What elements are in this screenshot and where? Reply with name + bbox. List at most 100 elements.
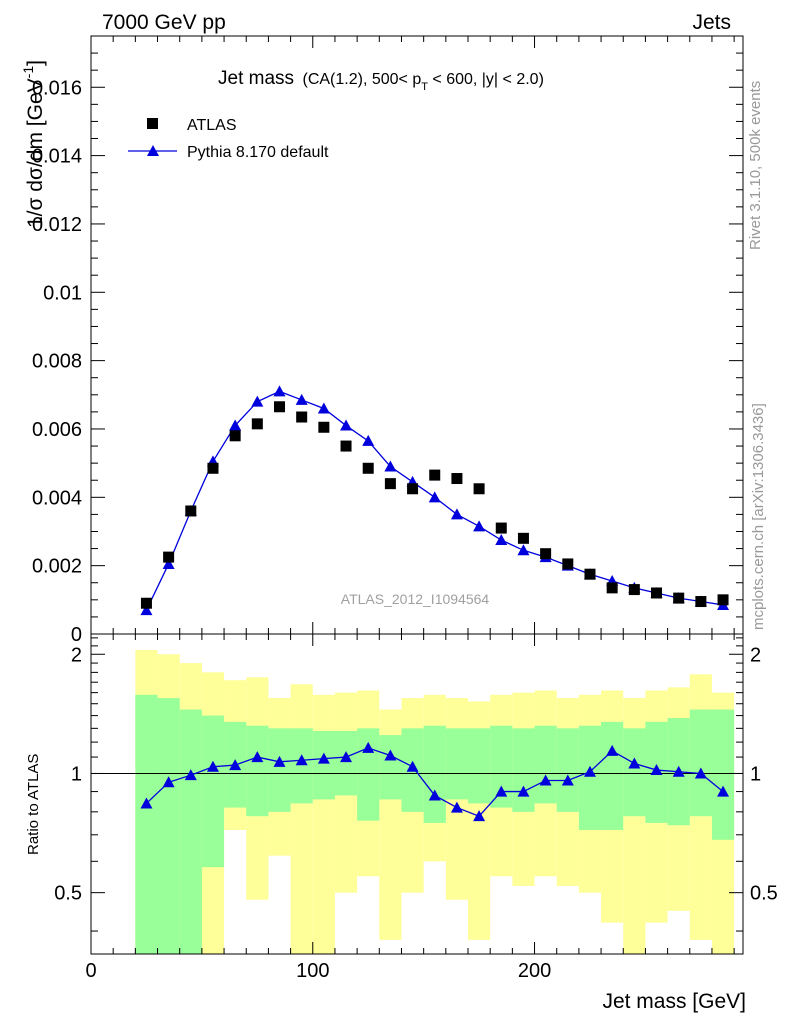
ratio-y-tick-label: 1 — [71, 763, 82, 785]
atlas-point — [318, 421, 330, 433]
ratio-inner-band-bin — [268, 728, 291, 812]
ratio-y-tick-label-right: 2 — [750, 644, 761, 666]
ratio-inner-band-bin — [512, 728, 535, 812]
atlas-point — [628, 584, 640, 596]
ratio-pythia-point — [317, 752, 330, 764]
atlas-point — [163, 551, 175, 563]
pythia-point — [473, 520, 486, 532]
x-axis-label: Jet mass [GeV] — [602, 990, 746, 1013]
main-y-tick-label: 0.014 — [32, 146, 82, 168]
header-process-label: Jets — [692, 11, 731, 34]
plot-title-cuts-end: < 600, |y| < 2.0) — [428, 71, 544, 88]
ratio-y-ticks: 0.5 0.5 1 1 2 2 — [54, 637, 778, 932]
ratio-y-tick-label: 0.5 — [54, 883, 82, 905]
ratio-y-tick-label-right: 0.5 — [750, 883, 778, 905]
pythia-point — [273, 385, 286, 397]
legend-pythia-label: Pythia 8.170 default — [187, 144, 329, 161]
ratio-inner-band-bin — [601, 721, 624, 830]
pythia-point — [450, 508, 463, 520]
ratio-outer-band-bin — [290, 684, 313, 954]
main-data-series — [140, 385, 730, 616]
main-plot-panel: 0 0.002 0.004 0.006 0.008 0.01 0.012 0.014 0.016… — [20, 35, 744, 646]
atlas-point — [296, 411, 308, 423]
ratio-pythia-point — [473, 810, 486, 822]
pythia-point — [428, 491, 441, 503]
x-tick-label: 200 — [518, 960, 551, 982]
atlas-point — [362, 462, 374, 474]
ratio-inner-band-bin — [445, 728, 469, 800]
mcplots-reference-label: mcplots.cern.ch [arXiv:1306.3436] — [750, 403, 767, 630]
ratio-inner-band-bin — [711, 709, 735, 840]
x-tick-label: 0 — [85, 960, 96, 982]
ratio-pythia-point — [694, 767, 707, 779]
main-y-tick-label: 0.002 — [32, 556, 82, 578]
ratio-pythia-point — [140, 797, 153, 809]
ratio-pythia-point — [517, 785, 530, 797]
ratio-y-axis-label: Ratio to ATLAS — [25, 754, 42, 855]
atlas-point — [517, 532, 529, 544]
legend-atlas-label: ATLAS — [187, 117, 237, 134]
atlas-point — [451, 473, 463, 485]
ratio-data-series — [140, 741, 730, 822]
legend-atlas-marker — [147, 118, 158, 129]
ratio-inner-band-bin — [179, 709, 202, 954]
pythia-point — [362, 434, 375, 446]
ratio-inner-band-bin — [135, 694, 158, 954]
main-y-axis-label: 1/σ dσ/dm [GeV-1] — [20, 60, 47, 228]
ratio-pythia-point — [450, 801, 463, 813]
ratio-inner-band-bin — [623, 728, 646, 817]
atlas-point — [584, 568, 596, 580]
ratio-inner-band-bin — [201, 715, 225, 868]
ratio-inner-band-bin — [157, 698, 180, 954]
main-y-axis-label-close: ] — [24, 60, 47, 66]
ratio-inner-band-bin — [423, 725, 446, 823]
atlas-point — [562, 558, 574, 570]
ratio-pythia-point — [206, 760, 219, 772]
atlas-point — [251, 418, 263, 430]
main-y-tick-label: 0.01 — [43, 282, 82, 304]
ratio-pythia-point — [606, 744, 619, 756]
atlas-point — [673, 592, 685, 604]
main-y-tick-label: 0.012 — [32, 214, 82, 236]
atlas-point — [229, 430, 241, 442]
ratio-pythia-point — [295, 754, 308, 766]
ratio-pythia-point — [362, 741, 375, 753]
ratio-inner-band-bin — [468, 728, 491, 804]
ratio-pythia-point — [273, 755, 286, 767]
plot-title-subscript: T — [421, 81, 428, 93]
atlas-point — [407, 483, 419, 495]
atlas-point — [495, 522, 507, 534]
atlas-point — [384, 478, 396, 490]
ratio-pythia-point — [162, 776, 175, 788]
x-tick-label: 100 — [296, 960, 329, 982]
ratio-inner-band-bin — [312, 731, 335, 800]
atlas-point — [274, 401, 286, 413]
main-x-ticks — [90, 36, 735, 634]
atlas-point — [717, 594, 729, 606]
main-y-ticks: 0 0.002 0.004 0.006 0.008 0.01 0.012 0.014 0.016 — [32, 35, 743, 646]
ratio-pythia-point — [406, 760, 419, 772]
ratio-inner-band-bin — [490, 725, 513, 808]
ratio-pythia-point — [184, 769, 197, 781]
atlas-point — [207, 462, 219, 474]
atlas-point — [340, 440, 352, 452]
main-y-tick-label: 0.006 — [32, 419, 82, 441]
plot-title-main: Jet mass — [218, 68, 294, 89]
ratio-pythia-point — [583, 765, 596, 777]
ratio-uncertainty-bands — [135, 650, 735, 954]
plot-title-cuts: (CA(1.2), 500< p — [302, 71, 421, 88]
pythia-point — [229, 419, 242, 431]
pythia-point — [340, 419, 353, 431]
atlas-point — [429, 469, 441, 481]
ratio-pythia-point — [384, 749, 397, 761]
main-y-tick-label: 0.004 — [32, 487, 82, 509]
atlas-point — [651, 587, 663, 599]
pythia-point — [495, 534, 508, 546]
ratio-plot-frame — [90, 633, 744, 955]
main-y-tick-label: 0.008 — [32, 351, 82, 373]
main-y-tick-label: 0.016 — [32, 77, 82, 99]
main-y-tick-label: 0 — [71, 624, 82, 646]
main-y-axis-label-text: 1/σ dσ/dm [GeV — [24, 78, 47, 228]
atlas-point — [473, 483, 485, 495]
